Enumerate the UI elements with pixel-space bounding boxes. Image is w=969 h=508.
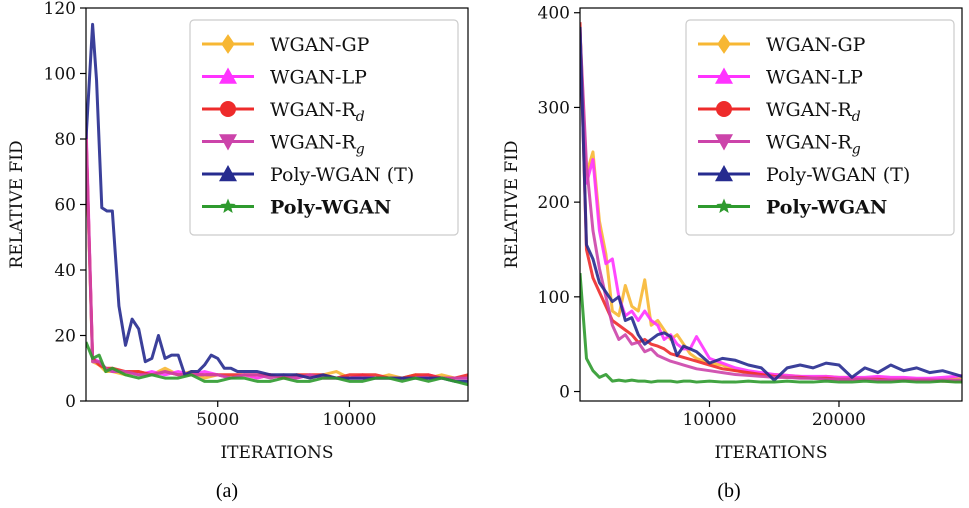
legend-label: WGAN-LP: [270, 67, 367, 89]
y-axis-label: RELATIVE FID: [502, 140, 522, 268]
x-tick-label: 10000: [322, 410, 376, 430]
legend-marker-circle: [716, 101, 732, 117]
panel-caption: (a): [216, 480, 238, 502]
chart-panel-2: 0 100 200 300 400 10000 20000 ITERATIONS RELATIV…: [502, 4, 962, 502]
x-tick-label: 10000: [682, 410, 736, 430]
y-tick-label: 80: [54, 130, 76, 150]
x-axis-label: ITERATIONS: [714, 443, 827, 463]
y-tick-label: 300: [538, 98, 570, 118]
legend-label: WGAN-GP: [270, 34, 370, 56]
y-tick-label: 120: [44, 0, 76, 19]
legend-label: Poly-WGAN (T): [270, 164, 414, 186]
legend-label: Poly-WGAN (T): [766, 164, 910, 186]
legend-label: Poly-WGAN: [766, 197, 887, 219]
y-tick-label: 100: [44, 65, 76, 85]
x-tick-label: 5000: [196, 410, 239, 430]
chart-panel-1: 0 20 40 60 80 100 120 5000 10000 ITERATIONS RELATI…: [7, 0, 468, 502]
y-tick-label: 100: [538, 288, 570, 308]
y-tick-label: 400: [538, 4, 570, 24]
y-tick-label: 20: [54, 327, 76, 347]
y-tick-label: 200: [538, 193, 570, 213]
legend-label: Poly-WGAN: [270, 197, 391, 219]
panel-caption: (b): [717, 480, 740, 502]
y-tick-label: 0: [559, 383, 570, 403]
legend-label: WGAN-LP: [766, 67, 863, 89]
series-line-poly-wgan: [580, 273, 962, 382]
x-tick-label: 20000: [812, 410, 866, 430]
y-tick-label: 60: [54, 196, 76, 216]
legend-label: WGAN-GP: [766, 34, 866, 56]
y-tick-label: 0: [65, 392, 76, 412]
y-axis-label: RELATIVE FID: [7, 140, 27, 268]
x-axis-label: ITERATIONS: [220, 443, 333, 463]
legend-marker-circle: [220, 101, 236, 117]
y-tick-label: 40: [54, 261, 76, 281]
